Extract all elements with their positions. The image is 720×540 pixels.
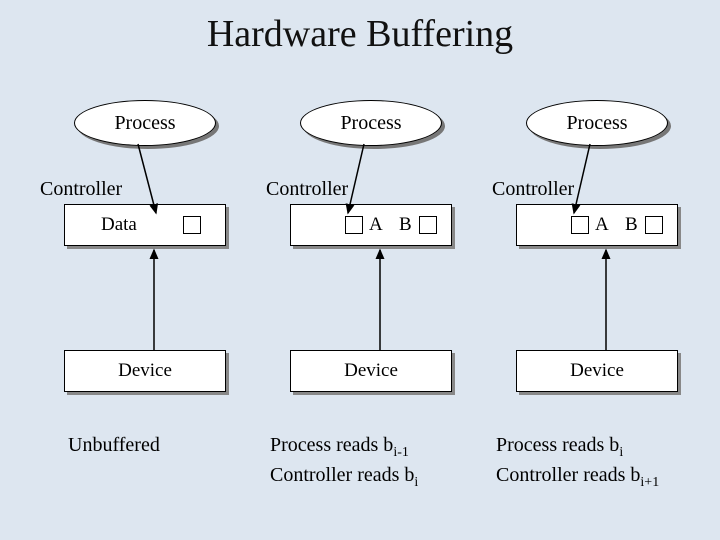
arrows-svg [34,100,254,530]
caption: Unbuffered [68,432,160,458]
sub2: i [414,475,418,490]
controller-label: Controller [266,178,348,201]
data-label: Data [101,214,137,236]
controller-label: Controller [492,178,574,201]
controller-box: Data [64,204,226,246]
sub1: i-1 [393,445,409,460]
caption-line2: Controller reads b [270,464,414,486]
caption-line1: Process reads b [270,434,393,456]
controller-label: Controller [40,178,122,201]
device-box: Device [290,350,452,392]
controller-box: A B [516,204,678,246]
buffer-square-b [419,216,437,234]
device-box: Device [64,350,226,392]
caption: Process reads bi Controller reads bi+1 [496,432,659,492]
label-a: A [595,214,609,236]
process-ellipse: Process [300,100,442,146]
label-b: B [399,214,412,236]
label-a: A [369,214,383,236]
caption-line1: Process reads b [496,434,619,456]
device-box: Device [516,350,678,392]
buffer-square-b [645,216,663,234]
slide-title: Hardware Buffering [0,12,720,56]
buffer-square-a [345,216,363,234]
sub2: i+1 [640,475,659,490]
process-ellipse: Process [74,100,216,146]
sub1: i [619,445,623,460]
label-b: B [625,214,638,236]
controller-box: A B [290,204,452,246]
column-unbuffered: Process Controller Data Device Unbuffere… [34,100,254,530]
caption: Process reads bi-1 Controller reads bi [270,432,418,492]
buffer-square [183,216,201,234]
buffer-square-a [571,216,589,234]
caption-line2: Controller reads b [496,464,640,486]
column-double-a: Process Controller A B Device Process re… [260,100,480,530]
process-ellipse: Process [526,100,668,146]
column-double-b: Process Controller A B Device Process re… [486,100,706,530]
caption-line1: Unbuffered [68,434,160,456]
